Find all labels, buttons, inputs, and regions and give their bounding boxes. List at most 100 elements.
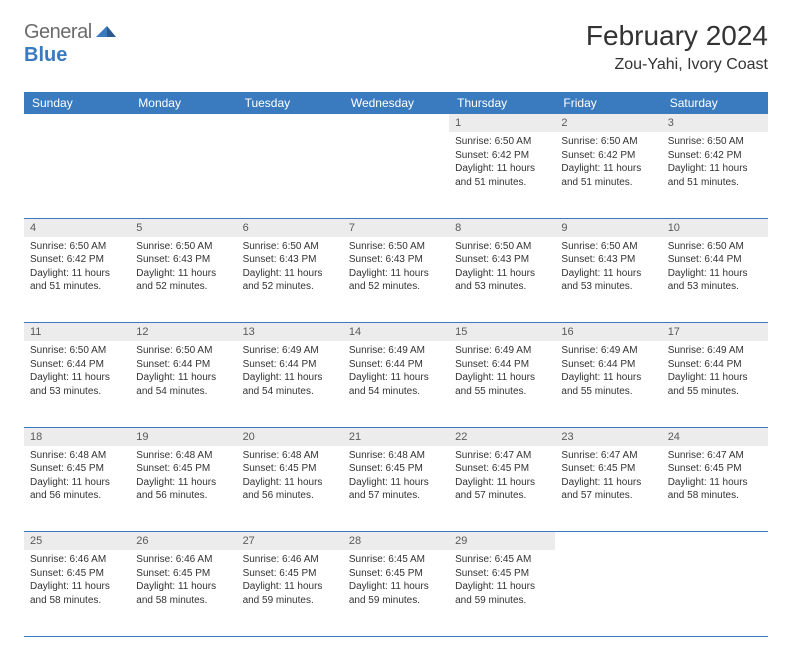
day-details: Sunrise: 6:48 AMSunset: 6:45 PMDaylight:… bbox=[343, 446, 449, 509]
day-details: Sunrise: 6:45 AMSunset: 6:45 PMDaylight:… bbox=[449, 550, 555, 613]
day-details: Sunrise: 6:50 AMSunset: 6:42 PMDaylight:… bbox=[449, 132, 555, 195]
day-detail-line: Daylight: 11 hours bbox=[243, 580, 337, 594]
day-detail-line: Sunrise: 6:45 AM bbox=[349, 553, 443, 567]
day-detail-line: and 55 minutes. bbox=[668, 385, 762, 399]
weekday-header: Friday bbox=[555, 92, 661, 114]
logo-mark-icon bbox=[96, 20, 116, 44]
day-detail-line: Sunrise: 6:48 AM bbox=[30, 449, 124, 463]
day-details: Sunrise: 6:50 AMSunset: 6:44 PMDaylight:… bbox=[662, 237, 768, 300]
day-cell bbox=[130, 132, 236, 218]
day-cell: Sunrise: 6:49 AMSunset: 6:44 PMDaylight:… bbox=[662, 341, 768, 427]
day-detail-line: Sunrise: 6:49 AM bbox=[349, 344, 443, 358]
day-detail-line: Daylight: 11 hours bbox=[455, 476, 549, 490]
day-detail-line: Daylight: 11 hours bbox=[561, 267, 655, 281]
day-detail-line: and 51 minutes. bbox=[561, 176, 655, 190]
day-number: 3 bbox=[662, 114, 768, 132]
day-detail-line: Sunrise: 6:50 AM bbox=[349, 240, 443, 254]
brand-part2: Blue bbox=[24, 44, 67, 67]
day-number: 14 bbox=[343, 323, 449, 342]
day-details: Sunrise: 6:48 AMSunset: 6:45 PMDaylight:… bbox=[24, 446, 130, 509]
day-detail-line: and 52 minutes. bbox=[136, 280, 230, 294]
day-number bbox=[24, 114, 130, 132]
week-row: Sunrise: 6:48 AMSunset: 6:45 PMDaylight:… bbox=[24, 446, 768, 532]
day-detail-line: Sunset: 6:43 PM bbox=[136, 253, 230, 267]
calendar-body: 123Sunrise: 6:50 AMSunset: 6:42 PMDaylig… bbox=[24, 114, 768, 636]
day-number-row: 123 bbox=[24, 114, 768, 132]
day-detail-line: Sunset: 6:45 PM bbox=[30, 462, 124, 476]
weekday-header: Saturday bbox=[662, 92, 768, 114]
day-number: 24 bbox=[662, 427, 768, 446]
day-cell bbox=[555, 550, 661, 636]
day-detail-line: Sunset: 6:44 PM bbox=[455, 358, 549, 372]
day-number: 19 bbox=[130, 427, 236, 446]
day-detail-line: and 54 minutes. bbox=[349, 385, 443, 399]
day-detail-line: Sunset: 6:45 PM bbox=[136, 462, 230, 476]
day-detail-line: Sunset: 6:44 PM bbox=[30, 358, 124, 372]
day-number: 15 bbox=[449, 323, 555, 342]
day-details: Sunrise: 6:47 AMSunset: 6:45 PMDaylight:… bbox=[662, 446, 768, 509]
day-detail-line: Sunset: 6:42 PM bbox=[30, 253, 124, 267]
day-detail-line: and 51 minutes. bbox=[455, 176, 549, 190]
day-detail-line: Sunset: 6:43 PM bbox=[243, 253, 337, 267]
day-detail-line: Sunset: 6:45 PM bbox=[243, 567, 337, 581]
day-number: 6 bbox=[237, 218, 343, 237]
day-details: Sunrise: 6:49 AMSunset: 6:44 PMDaylight:… bbox=[237, 341, 343, 404]
day-detail-line: Sunset: 6:45 PM bbox=[30, 567, 124, 581]
day-details: Sunrise: 6:50 AMSunset: 6:43 PMDaylight:… bbox=[343, 237, 449, 300]
day-detail-line: and 54 minutes. bbox=[136, 385, 230, 399]
day-detail-line: Sunset: 6:44 PM bbox=[136, 358, 230, 372]
day-detail-line: and 51 minutes. bbox=[668, 176, 762, 190]
day-detail-line: Sunset: 6:43 PM bbox=[561, 253, 655, 267]
day-detail-line: Daylight: 11 hours bbox=[455, 162, 549, 176]
day-cell: Sunrise: 6:50 AMSunset: 6:43 PMDaylight:… bbox=[237, 237, 343, 323]
calendar-page: General February 2024 Zou-Yahi, Ivory Co… bbox=[0, 0, 792, 657]
day-details: Sunrise: 6:47 AMSunset: 6:45 PMDaylight:… bbox=[555, 446, 661, 509]
day-details: Sunrise: 6:50 AMSunset: 6:42 PMDaylight:… bbox=[662, 132, 768, 195]
day-number: 21 bbox=[343, 427, 449, 446]
day-detail-line: and 59 minutes. bbox=[349, 594, 443, 608]
day-detail-line: Sunrise: 6:49 AM bbox=[243, 344, 337, 358]
day-cell: Sunrise: 6:45 AMSunset: 6:45 PMDaylight:… bbox=[343, 550, 449, 636]
day-detail-line: Daylight: 11 hours bbox=[243, 476, 337, 490]
day-cell: Sunrise: 6:45 AMSunset: 6:45 PMDaylight:… bbox=[449, 550, 555, 636]
day-cell: Sunrise: 6:49 AMSunset: 6:44 PMDaylight:… bbox=[343, 341, 449, 427]
month-title: February 2024 bbox=[586, 20, 768, 52]
day-detail-line: and 56 minutes. bbox=[243, 489, 337, 503]
day-detail-line: and 56 minutes. bbox=[136, 489, 230, 503]
day-cell: Sunrise: 6:47 AMSunset: 6:45 PMDaylight:… bbox=[555, 446, 661, 532]
day-detail-line: Daylight: 11 hours bbox=[349, 371, 443, 385]
day-cell bbox=[24, 132, 130, 218]
day-detail-line: and 58 minutes. bbox=[136, 594, 230, 608]
day-details: Sunrise: 6:50 AMSunset: 6:43 PMDaylight:… bbox=[130, 237, 236, 300]
day-detail-line: Daylight: 11 hours bbox=[561, 371, 655, 385]
day-detail-line: Daylight: 11 hours bbox=[668, 267, 762, 281]
day-detail-line: Sunrise: 6:49 AM bbox=[455, 344, 549, 358]
day-detail-line: and 53 minutes. bbox=[561, 280, 655, 294]
day-cell bbox=[237, 132, 343, 218]
weekday-header: Wednesday bbox=[343, 92, 449, 114]
day-number: 5 bbox=[130, 218, 236, 237]
day-cell: Sunrise: 6:49 AMSunset: 6:44 PMDaylight:… bbox=[237, 341, 343, 427]
day-details: Sunrise: 6:48 AMSunset: 6:45 PMDaylight:… bbox=[237, 446, 343, 509]
day-details: Sunrise: 6:46 AMSunset: 6:45 PMDaylight:… bbox=[237, 550, 343, 613]
week-row: Sunrise: 6:50 AMSunset: 6:44 PMDaylight:… bbox=[24, 341, 768, 427]
day-number: 23 bbox=[555, 427, 661, 446]
day-detail-line: and 53 minutes. bbox=[668, 280, 762, 294]
day-detail-line: and 57 minutes. bbox=[455, 489, 549, 503]
brand-logo: General bbox=[24, 20, 120, 44]
day-cell: Sunrise: 6:47 AMSunset: 6:45 PMDaylight:… bbox=[449, 446, 555, 532]
day-detail-line: Sunset: 6:42 PM bbox=[455, 149, 549, 163]
day-detail-line: Daylight: 11 hours bbox=[455, 267, 549, 281]
day-details: Sunrise: 6:50 AMSunset: 6:43 PMDaylight:… bbox=[555, 237, 661, 300]
day-detail-line: Daylight: 11 hours bbox=[561, 476, 655, 490]
day-number: 20 bbox=[237, 427, 343, 446]
day-detail-line: Sunrise: 6:48 AM bbox=[349, 449, 443, 463]
day-number bbox=[237, 114, 343, 132]
day-cell: Sunrise: 6:50 AMSunset: 6:43 PMDaylight:… bbox=[555, 237, 661, 323]
day-details: Sunrise: 6:49 AMSunset: 6:44 PMDaylight:… bbox=[343, 341, 449, 404]
day-detail-line: Sunset: 6:44 PM bbox=[561, 358, 655, 372]
day-detail-line: Daylight: 11 hours bbox=[136, 476, 230, 490]
day-number: 13 bbox=[237, 323, 343, 342]
day-details: Sunrise: 6:45 AMSunset: 6:45 PMDaylight:… bbox=[343, 550, 449, 613]
day-details: Sunrise: 6:50 AMSunset: 6:44 PMDaylight:… bbox=[24, 341, 130, 404]
